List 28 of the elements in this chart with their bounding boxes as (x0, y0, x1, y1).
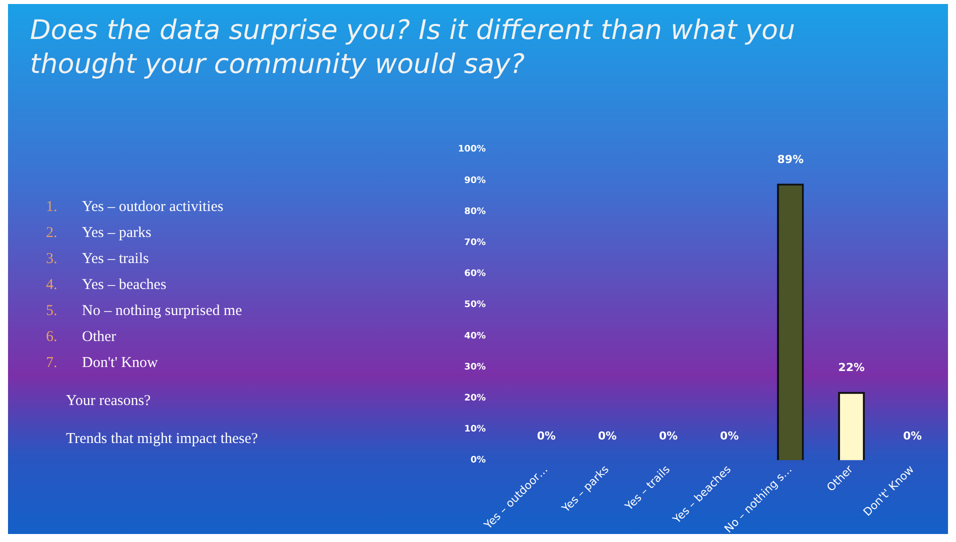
data-label: 0% (903, 430, 922, 443)
text: 3. Yes – trails (46, 251, 149, 267)
text: Trends that might impact these? (66, 430, 259, 449)
text: 4. Yes – beaches (46, 277, 166, 293)
text: 6. Other (46, 329, 116, 345)
y-tick-label: 50% (464, 300, 486, 310)
y-tick-label: 60% (464, 269, 486, 280)
y-tick-label: 80% (464, 206, 486, 217)
y-tick-label: 90% (464, 176, 486, 186)
data-label: 0% (598, 430, 617, 443)
data-label: 0% (536, 430, 556, 443)
y-tick-label: 100% (458, 144, 486, 155)
text: 2. Yes – parks (46, 225, 152, 241)
text: 5. No – nothing surprised me (46, 303, 242, 319)
y-tick-label: 40% (464, 331, 486, 342)
text: 1. Yes – outdoor activities (46, 199, 224, 215)
data-label: 0% (720, 430, 739, 443)
text: Your reasons? (66, 392, 152, 411)
chart-title: Does the data surprise you? Is it different than what you thought your community would say? (30, 14, 796, 82)
y-tick-label: 20% (464, 393, 486, 404)
text: 7. Don't' Know (46, 355, 158, 371)
data-label: 0% (659, 430, 678, 443)
y-tick-label: 10% (464, 424, 486, 435)
data-label: 89% (777, 152, 804, 166)
y-tick-label: 0% (470, 456, 486, 466)
y-tick-label: 70% (464, 238, 486, 248)
y-tick-label: 30% (464, 362, 486, 372)
data-label: 22% (838, 361, 865, 374)
